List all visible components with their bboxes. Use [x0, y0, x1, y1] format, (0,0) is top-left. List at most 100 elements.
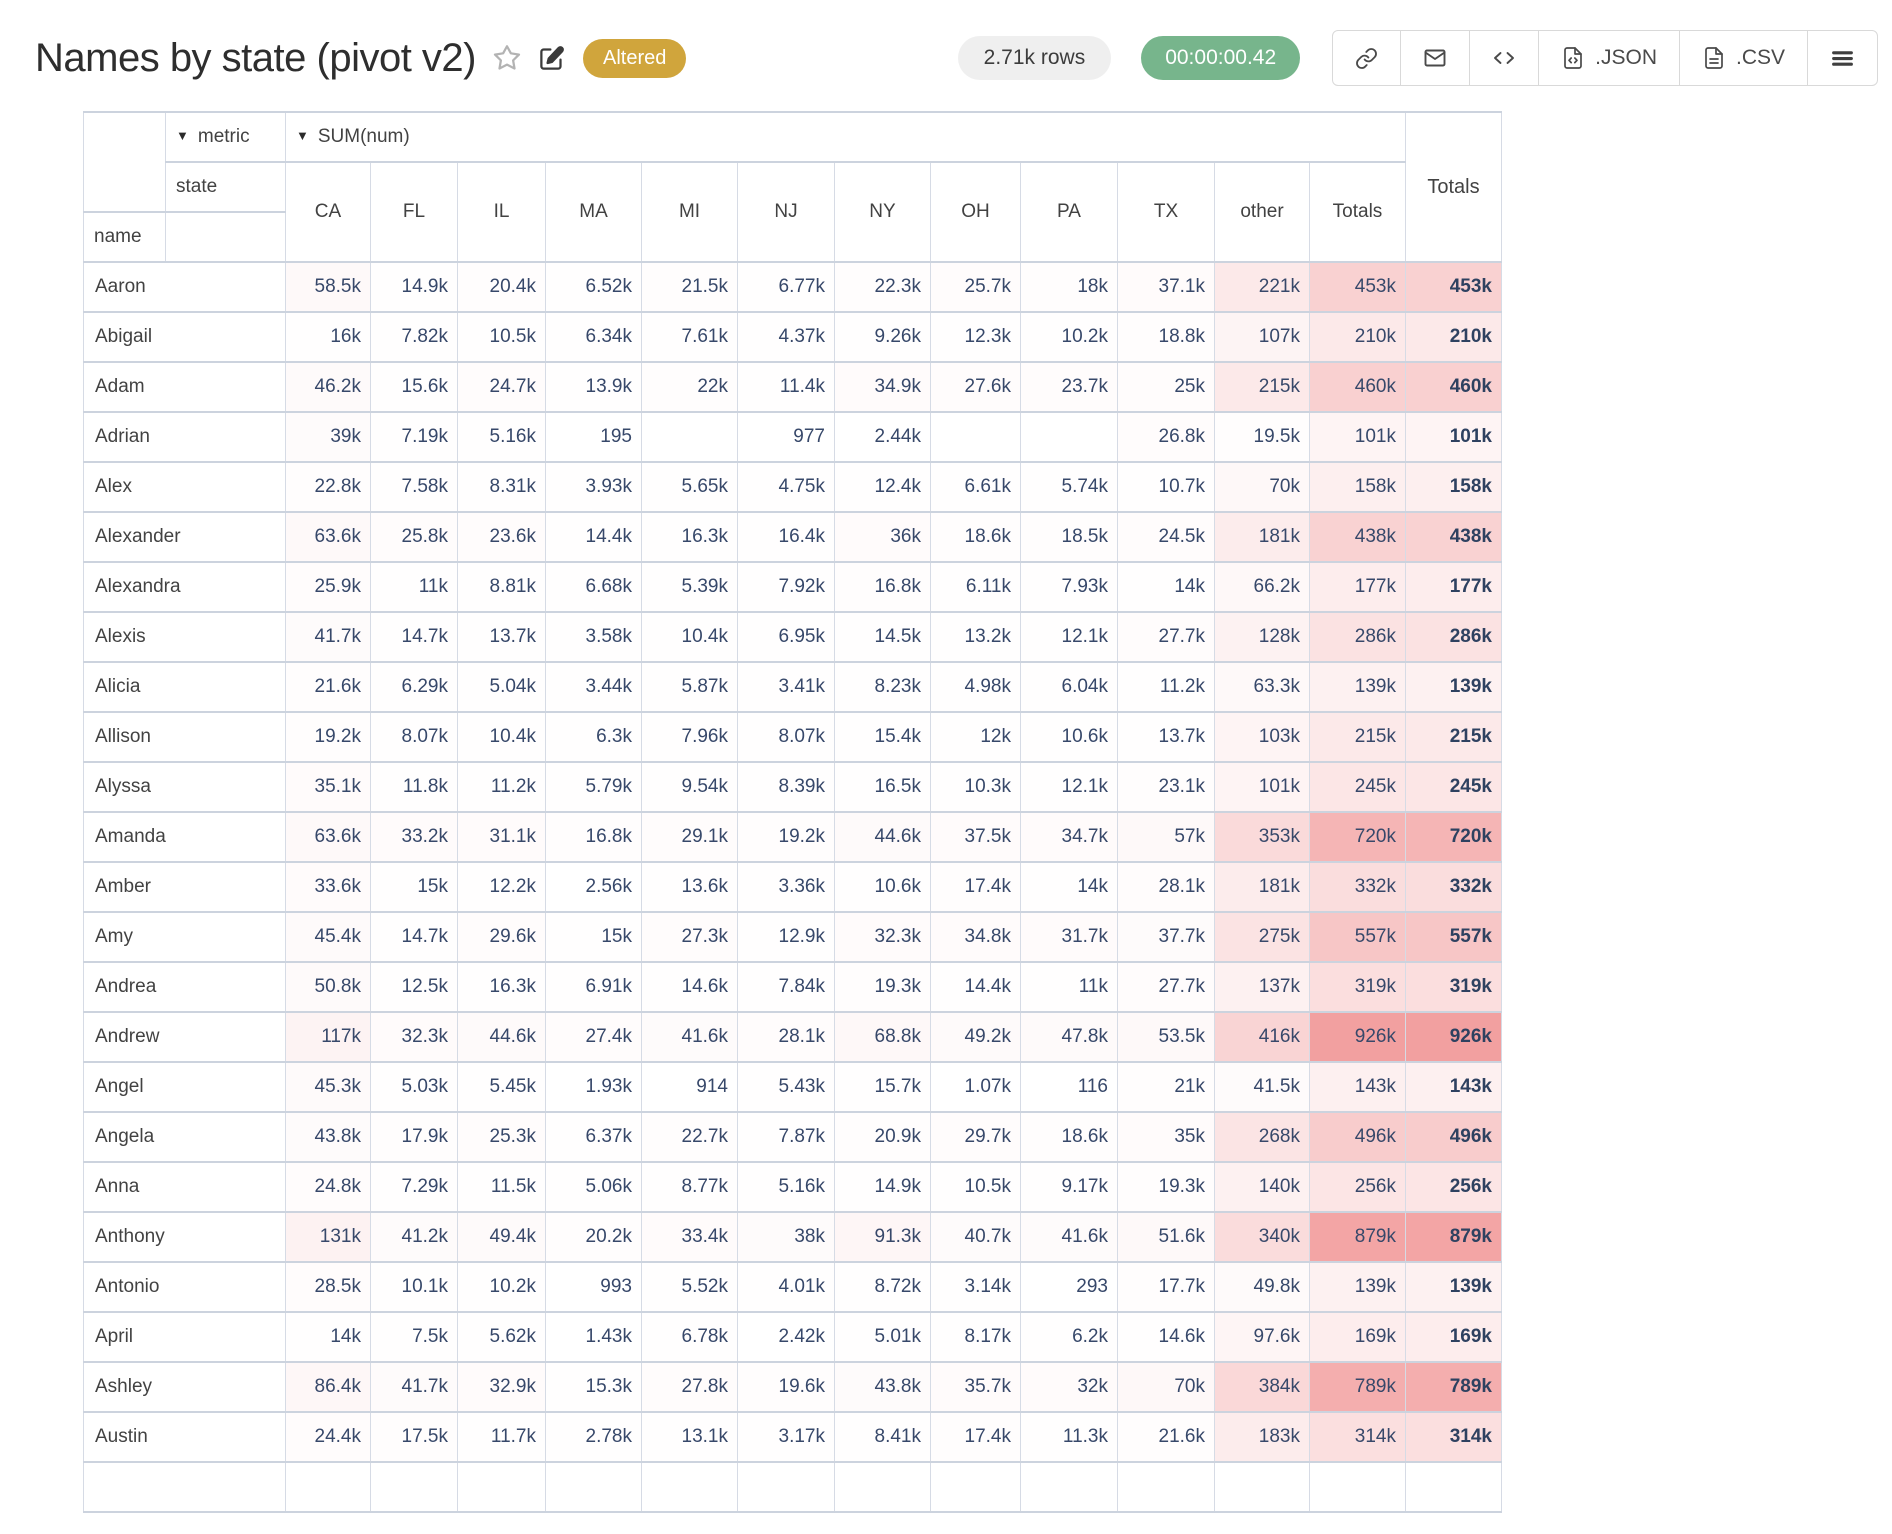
value-cell[interactable]: 977 [737, 411, 835, 463]
row-total-cell[interactable]: 453k [1405, 261, 1502, 313]
value-cell[interactable]: 24.8k [285, 1161, 371, 1213]
value-cell[interactable]: 44.6k [834, 811, 931, 863]
value-cell[interactable]: 438k [1309, 511, 1406, 563]
value-cell[interactable] [1020, 411, 1118, 463]
value-cell[interactable]: 140k [1214, 1161, 1310, 1213]
value-cell[interactable]: 19.3k [834, 961, 931, 1013]
value-cell[interactable]: 460k [1309, 361, 1406, 413]
value-cell[interactable]: 879k [1309, 1211, 1406, 1263]
value-cell[interactable]: 4.75k [737, 461, 835, 513]
value-cell[interactable]: 16k [285, 311, 371, 363]
value-cell[interactable]: 9.26k [834, 311, 931, 363]
value-cell[interactable] [930, 411, 1021, 463]
value-cell[interactable]: 68.8k [834, 1011, 931, 1063]
row-total-cell[interactable]: 286k [1405, 611, 1502, 663]
value-cell[interactable] [1405, 1461, 1502, 1513]
value-cell[interactable]: 5.87k [641, 661, 738, 713]
value-cell[interactable] [930, 1461, 1021, 1513]
value-cell[interactable]: 5.16k [457, 411, 546, 463]
row-label[interactable]: Abigail [83, 311, 286, 363]
value-cell[interactable]: 16.8k [834, 561, 931, 613]
value-cell[interactable]: 8.07k [737, 711, 835, 763]
value-cell[interactable]: 23.1k [1117, 761, 1215, 813]
value-cell[interactable]: 1.93k [545, 1061, 642, 1113]
row-label[interactable]: Aaron [83, 261, 286, 313]
value-cell[interactable]: 29.1k [641, 811, 738, 863]
value-cell[interactable]: 2.44k [834, 411, 931, 463]
value-cell[interactable]: 29.7k [930, 1111, 1021, 1163]
value-cell[interactable]: 11k [1020, 961, 1118, 1013]
value-cell[interactable]: 13.7k [457, 611, 546, 663]
value-cell[interactable] [641, 1461, 738, 1513]
value-cell[interactable]: 57k [1117, 811, 1215, 863]
value-cell[interactable]: 1.43k [545, 1311, 642, 1363]
value-cell[interactable]: 23.7k [1020, 361, 1118, 413]
value-cell[interactable]: 18.8k [1117, 311, 1215, 363]
value-cell[interactable]: 18.6k [1020, 1111, 1118, 1163]
value-cell[interactable] [641, 411, 738, 463]
value-cell[interactable]: 275k [1214, 911, 1310, 963]
value-cell[interactable]: 18.6k [930, 511, 1021, 563]
value-cell[interactable]: 14.6k [1117, 1311, 1215, 1363]
value-cell[interactable]: 49.2k [930, 1011, 1021, 1063]
value-cell[interactable]: 7.92k [737, 561, 835, 613]
value-cell[interactable]: 183k [1214, 1411, 1310, 1463]
value-cell[interactable]: 12.5k [370, 961, 458, 1013]
value-cell[interactable]: 22.3k [834, 261, 931, 313]
value-cell[interactable]: 5.04k [457, 661, 546, 713]
value-cell[interactable]: 195 [545, 411, 642, 463]
value-cell[interactable]: 2.78k [545, 1411, 642, 1463]
value-cell[interactable]: 993 [545, 1261, 642, 1313]
value-cell[interactable]: 19.6k [737, 1361, 835, 1413]
value-cell[interactable]: 19.2k [737, 811, 835, 863]
value-cell[interactable]: 5.65k [641, 461, 738, 513]
value-cell[interactable]: 7.29k [370, 1161, 458, 1213]
edit-title-icon[interactable] [538, 45, 565, 72]
value-cell[interactable]: 8.81k [457, 561, 546, 613]
row-label[interactable] [83, 1461, 286, 1513]
value-cell[interactable]: 7.93k [1020, 561, 1118, 613]
value-cell[interactable]: 340k [1214, 1211, 1310, 1263]
value-cell[interactable]: 37.5k [930, 811, 1021, 863]
value-cell[interactable]: 8.39k [737, 761, 835, 813]
row-label[interactable]: Angel [83, 1061, 286, 1113]
value-cell[interactable]: 25.9k [285, 561, 371, 613]
value-cell[interactable]: 41.5k [1214, 1061, 1310, 1113]
value-cell[interactable]: 6.61k [930, 461, 1021, 513]
row-label[interactable]: Adam [83, 361, 286, 413]
value-cell[interactable]: 453k [1309, 261, 1406, 313]
value-cell[interactable]: 7.58k [370, 461, 458, 513]
value-cell[interactable]: 27.7k [1117, 961, 1215, 1013]
value-cell[interactable]: 2.42k [737, 1311, 835, 1363]
value-cell[interactable]: 27.4k [545, 1011, 642, 1063]
value-cell[interactable]: 19.5k [1214, 411, 1310, 463]
value-cell[interactable]: 8.23k [834, 661, 931, 713]
value-cell[interactable]: 49.4k [457, 1211, 546, 1263]
value-cell[interactable]: 3.58k [545, 611, 642, 663]
row-label[interactable]: Alexander [83, 511, 286, 563]
value-cell[interactable]: 24.4k [285, 1411, 371, 1463]
row-label[interactable]: Alex [83, 461, 286, 513]
value-cell[interactable]: 63.6k [285, 511, 371, 563]
value-cell[interactable]: 245k [1309, 761, 1406, 813]
row-total-cell[interactable]: 101k [1405, 411, 1502, 463]
value-cell[interactable] [285, 1461, 371, 1513]
value-cell[interactable]: 6.04k [1020, 661, 1118, 713]
row-label[interactable]: Anthony [83, 1211, 286, 1263]
value-cell[interactable]: 17.4k [930, 1411, 1021, 1463]
value-cell[interactable]: 45.4k [285, 911, 371, 963]
row-total-cell[interactable]: 245k [1405, 761, 1502, 813]
value-cell[interactable]: 12.3k [930, 311, 1021, 363]
value-cell[interactable]: 221k [1214, 261, 1310, 313]
value-cell[interactable]: 215k [1214, 361, 1310, 413]
value-cell[interactable]: 45.3k [285, 1061, 371, 1113]
value-cell[interactable]: 11.8k [370, 761, 458, 813]
row-total-cell[interactable]: 139k [1405, 661, 1502, 713]
value-cell[interactable]: 13.9k [545, 361, 642, 413]
value-cell[interactable]: 49.8k [1214, 1261, 1310, 1313]
value-cell[interactable]: 25k [1117, 361, 1215, 413]
value-cell[interactable]: 28.5k [285, 1261, 371, 1313]
value-cell[interactable]: 32.3k [834, 911, 931, 963]
value-cell[interactable]: 10.2k [457, 1261, 546, 1313]
value-cell[interactable]: 7.19k [370, 411, 458, 463]
